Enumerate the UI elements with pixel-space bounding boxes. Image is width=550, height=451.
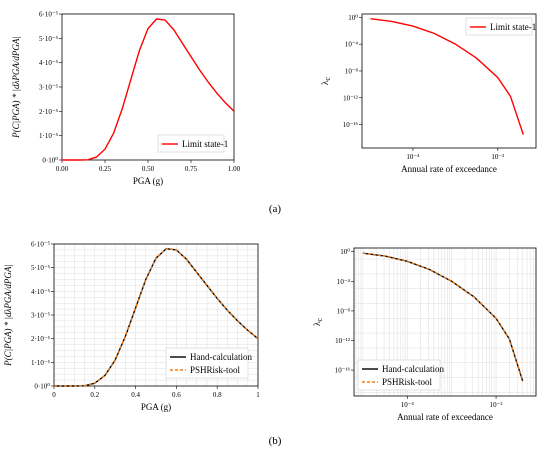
panel-label-a: (a) xyxy=(269,203,282,215)
x-tick-label: 0.75 xyxy=(185,165,198,173)
y-tick-label: 4·10⁻⁵ xyxy=(31,288,51,296)
x-tick-label: 0.00 xyxy=(56,165,69,173)
legend: Limit state-1 xyxy=(465,17,536,36)
x-tick-label: 0.2 xyxy=(90,391,99,399)
plot-frame xyxy=(361,13,537,149)
x-axis-label: PGA (g) xyxy=(141,402,171,412)
y-tick-label: 0·10⁰ xyxy=(34,383,50,391)
x-tick-label: 0.50 xyxy=(142,165,155,173)
y-tick-label: 1·10⁻⁵ xyxy=(39,132,59,140)
y-axis-label: P(C|PGA) * |dλPGA/dPGA| xyxy=(11,36,21,139)
series-line xyxy=(62,18,235,161)
legend: Hand-calculation PSHRisk-tool xyxy=(165,347,252,379)
legend-entry: Limit state-1 xyxy=(182,139,228,149)
legend-box xyxy=(357,359,441,391)
legend: Limit state-1 xyxy=(157,134,228,153)
y-tick-label: 10⁰ xyxy=(340,248,350,256)
x-tick-label: 0.6 xyxy=(172,391,181,399)
y-tick-label: 6·10⁻⁵ xyxy=(39,11,59,19)
y-tick-label: 10⁻¹² xyxy=(343,94,358,102)
y-tick-label: 4·10⁻⁵ xyxy=(39,59,59,67)
chart-b-left: 0 0.2 0.4 0.6 0.8 1 0·10⁰ 1·10⁻⁵ 2·10⁻⁵ 3·10⁻⁵ 4·1… xyxy=(3,241,260,413)
x-tick-label: 10⁻² xyxy=(491,153,504,161)
x-tick-label: 10⁻² xyxy=(490,401,503,409)
y-axis-label: λc xyxy=(312,318,324,326)
plot-frame xyxy=(353,247,537,397)
x-tick-label: 0 xyxy=(52,391,56,399)
x-tick-label: 0.25 xyxy=(99,165,112,173)
x-tick-label: 10⁻⁴ xyxy=(406,153,420,161)
y-tick-label: 3·10⁻⁵ xyxy=(39,84,59,92)
y-tick-label: 10⁻⁴ xyxy=(345,41,359,49)
y-tick-label: 10⁻⁴ xyxy=(337,278,351,286)
legend-entry: Hand-calculation xyxy=(382,364,444,374)
y-tick-label: 6·10⁻⁵ xyxy=(31,241,51,249)
x-tick-label: 1.00 xyxy=(228,165,241,173)
legend-box xyxy=(157,134,225,153)
x-axis-label: Annual rate of exceedance xyxy=(401,164,497,174)
y-tick-label: 5·10⁻⁵ xyxy=(39,35,59,43)
chart-b-right: 10⁻⁴ 10⁻² 10⁰ 10⁻⁴ 10⁻⁸ 10⁻¹² 10⁻¹⁶ Annual rate… xyxy=(312,247,537,422)
x-axis-label: PGA (g) xyxy=(133,176,163,186)
y-tick-label: 1·10⁻⁵ xyxy=(31,359,51,367)
x-tick-label: 0.8 xyxy=(213,391,222,399)
chart-a-left: 0.00 0.25 0.50 0.75 1.00 0·10⁰ 1·10⁻⁵ 2·10⁻⁵ 3·1… xyxy=(11,11,241,187)
legend: Hand-calculation PSHRisk-tool xyxy=(357,359,444,391)
y-tick-label: 10⁻¹⁶ xyxy=(335,367,351,375)
series-line xyxy=(362,252,524,382)
legend-entry: PSHRisk-tool xyxy=(190,365,241,375)
x-tick-label: 1 xyxy=(256,391,260,399)
y-axis-label: P(C|PGA) * |dλPGA/dPGA| xyxy=(3,264,13,367)
y-axis-label: λc xyxy=(320,77,332,85)
chart-a-right: 10⁻⁴ 10⁻² 10⁰ 10⁻⁴ 10⁻⁸ 10⁻¹² 10⁻¹⁶ Annual rate… xyxy=(320,13,537,174)
y-tick-label: 5·10⁻⁵ xyxy=(31,264,51,272)
y-tick-label: 2·10⁻⁵ xyxy=(31,335,51,343)
gridlines xyxy=(54,244,258,386)
legend-box xyxy=(165,347,249,379)
y-tick-label: 10⁰ xyxy=(348,14,358,22)
y-tick-label: 10⁻⁸ xyxy=(345,67,359,75)
panel-label-b: (b) xyxy=(269,435,282,447)
x-axis-label: Annual rate of exceedance xyxy=(397,412,493,422)
y-tick-label: 10⁻¹² xyxy=(335,337,350,345)
x-tick-label: 0.4 xyxy=(131,391,140,399)
y-tick-label: 0·10⁰ xyxy=(42,157,58,165)
x-tick-label: 10⁻⁴ xyxy=(401,401,415,409)
legend-entry: Hand-calculation xyxy=(190,352,252,362)
y-tick-label: 3·10⁻⁵ xyxy=(31,312,51,320)
series-line xyxy=(370,18,524,135)
legend-entry: PSHRisk-tool xyxy=(382,377,433,387)
y-tick-label: 2·10⁻⁵ xyxy=(39,108,59,116)
series-line xyxy=(54,248,259,387)
y-tick-label: 10⁻¹⁶ xyxy=(343,121,359,129)
legend-entry: Limit state-1 xyxy=(490,22,536,32)
y-tick-label: 10⁻⁸ xyxy=(337,307,351,315)
legend-box xyxy=(465,17,533,36)
